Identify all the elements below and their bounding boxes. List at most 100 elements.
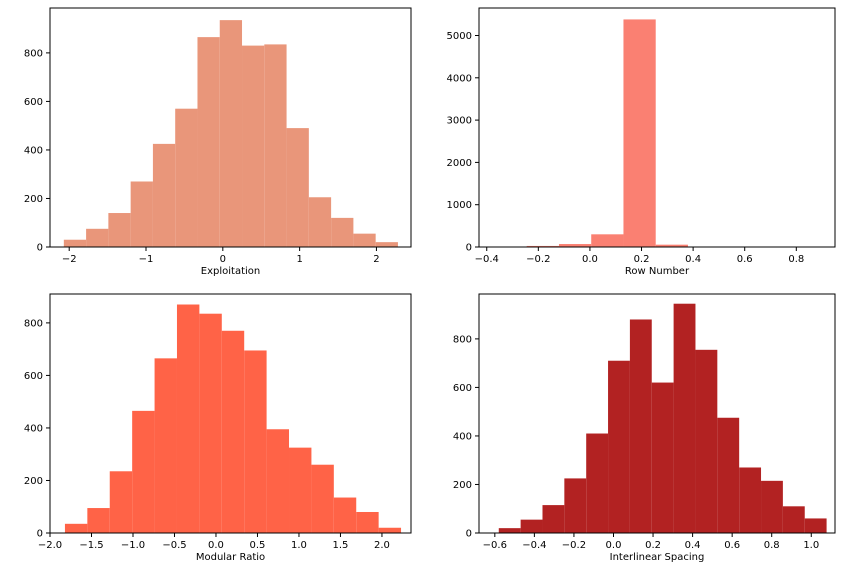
bar bbox=[761, 480, 783, 533]
y-tick-label: 4000 bbox=[447, 73, 472, 84]
bar bbox=[591, 234, 624, 247]
y-tick-label: 0 bbox=[466, 243, 472, 254]
bar bbox=[375, 242, 398, 247]
x-tick-label: 1.5 bbox=[333, 540, 349, 551]
x-tick-label: 2 bbox=[373, 254, 379, 265]
bar bbox=[242, 45, 265, 247]
x-tick-label: 0.8 bbox=[764, 540, 780, 551]
x-tick-label: 0.8 bbox=[788, 254, 804, 265]
x-tick-label: 0.0 bbox=[582, 254, 598, 265]
bar bbox=[132, 410, 155, 533]
bar bbox=[152, 143, 176, 247]
bar bbox=[289, 447, 312, 533]
x-tick-label: 0.4 bbox=[685, 254, 701, 265]
bar bbox=[86, 228, 109, 247]
bar bbox=[197, 37, 220, 248]
bar bbox=[804, 518, 827, 533]
bar bbox=[651, 382, 674, 533]
histogram-row-number: −0.4 −0.2 0.0 0.2 0.4 0.6 0.8 0 1000 2000 3000 4000… bbox=[447, 7, 836, 277]
x-tick-label: 0.6 bbox=[737, 254, 753, 265]
bar bbox=[87, 508, 110, 533]
bar bbox=[655, 244, 688, 247]
bar bbox=[520, 519, 543, 533]
bar bbox=[782, 506, 805, 533]
bar bbox=[353, 233, 376, 247]
x-tick-label: −0.2 bbox=[562, 540, 586, 551]
histogram-modular-ratio: −2.0 −1.5 −1.0 −0.5 0.0 0.5 1.0 1.5 2.0 0 200 400 60… bbox=[24, 293, 412, 563]
y-tick-label: 2000 bbox=[447, 158, 472, 169]
x-tick-label: 0.0 bbox=[606, 540, 622, 551]
x-tick-label: 1.0 bbox=[291, 540, 307, 551]
bar bbox=[378, 527, 402, 533]
bar bbox=[175, 108, 198, 247]
bar bbox=[130, 181, 153, 247]
bar bbox=[264, 44, 287, 248]
x-axis-label: Interlinear Spacing bbox=[610, 552, 705, 563]
x-tick-label: −2 bbox=[62, 254, 77, 265]
x-tick-label: −2.0 bbox=[38, 540, 62, 551]
bar bbox=[356, 511, 379, 533]
y-tick-label: 800 bbox=[453, 334, 472, 345]
bar bbox=[109, 471, 133, 533]
y-tick-label: 0 bbox=[37, 529, 43, 540]
bar bbox=[526, 245, 559, 247]
x-tick-label: 0.5 bbox=[250, 540, 266, 551]
bar bbox=[108, 213, 131, 247]
x-axis-label: Modular Ratio bbox=[196, 552, 265, 563]
bar bbox=[286, 128, 309, 247]
x-tick-label: 2.0 bbox=[374, 540, 390, 551]
x-tick-label: −1.0 bbox=[121, 540, 145, 551]
bar bbox=[244, 350, 267, 533]
y-tick-label: 400 bbox=[24, 145, 43, 156]
y-tick-label: 0 bbox=[466, 529, 472, 540]
bar bbox=[695, 349, 718, 533]
bar bbox=[199, 313, 222, 533]
x-tick-label: 0.0 bbox=[208, 540, 224, 551]
bar bbox=[739, 467, 762, 533]
x-tick-label: 0.2 bbox=[645, 540, 661, 551]
bar bbox=[154, 358, 177, 533]
axes-frame bbox=[49, 7, 412, 248]
x-tick-label: −0.4 bbox=[475, 254, 499, 265]
x-axis-label: Row Number bbox=[625, 266, 690, 277]
y-tick-label: 200 bbox=[24, 194, 43, 205]
x-tick-label: −1 bbox=[139, 254, 154, 265]
x-tick-label: −0.4 bbox=[522, 540, 546, 551]
axes-frame bbox=[49, 293, 412, 534]
bar bbox=[564, 478, 587, 533]
x-tick-label: 1.0 bbox=[803, 540, 819, 551]
bar bbox=[221, 330, 245, 533]
y-tick-label: 600 bbox=[24, 371, 43, 382]
y-tick-label: 400 bbox=[24, 423, 43, 434]
y-tick-label: 0 bbox=[37, 243, 43, 254]
bar bbox=[311, 464, 334, 533]
x-tick-label: −0.5 bbox=[162, 540, 186, 551]
x-tick-label: −1.5 bbox=[79, 540, 103, 551]
bar bbox=[266, 429, 290, 533]
bar bbox=[219, 20, 243, 247]
x-tick-label: −0.6 bbox=[483, 540, 507, 551]
x-tick-label: 1 bbox=[296, 254, 302, 265]
x-tick-label: 0 bbox=[220, 254, 226, 265]
bar bbox=[64, 523, 88, 533]
y-tick-label: 1000 bbox=[447, 200, 472, 211]
bar bbox=[542, 505, 565, 533]
y-tick-label: 400 bbox=[453, 431, 472, 442]
x-tick-label: 0.6 bbox=[724, 540, 740, 551]
x-tick-label: 0.4 bbox=[685, 540, 701, 551]
bar bbox=[608, 360, 630, 533]
y-tick-label: 800 bbox=[24, 318, 43, 329]
y-tick-label: 3000 bbox=[447, 116, 472, 127]
bar bbox=[308, 197, 332, 247]
bar bbox=[331, 217, 354, 247]
bar bbox=[629, 319, 652, 533]
y-tick-label: 600 bbox=[24, 97, 43, 108]
bar bbox=[176, 304, 200, 533]
axes-frame bbox=[478, 293, 836, 534]
y-tick-label: 200 bbox=[453, 480, 472, 491]
x-axis-label: Exploitation bbox=[201, 266, 260, 277]
y-tick-label: 800 bbox=[24, 48, 43, 59]
x-tick-label: 0.2 bbox=[634, 254, 650, 265]
bar bbox=[558, 244, 592, 247]
